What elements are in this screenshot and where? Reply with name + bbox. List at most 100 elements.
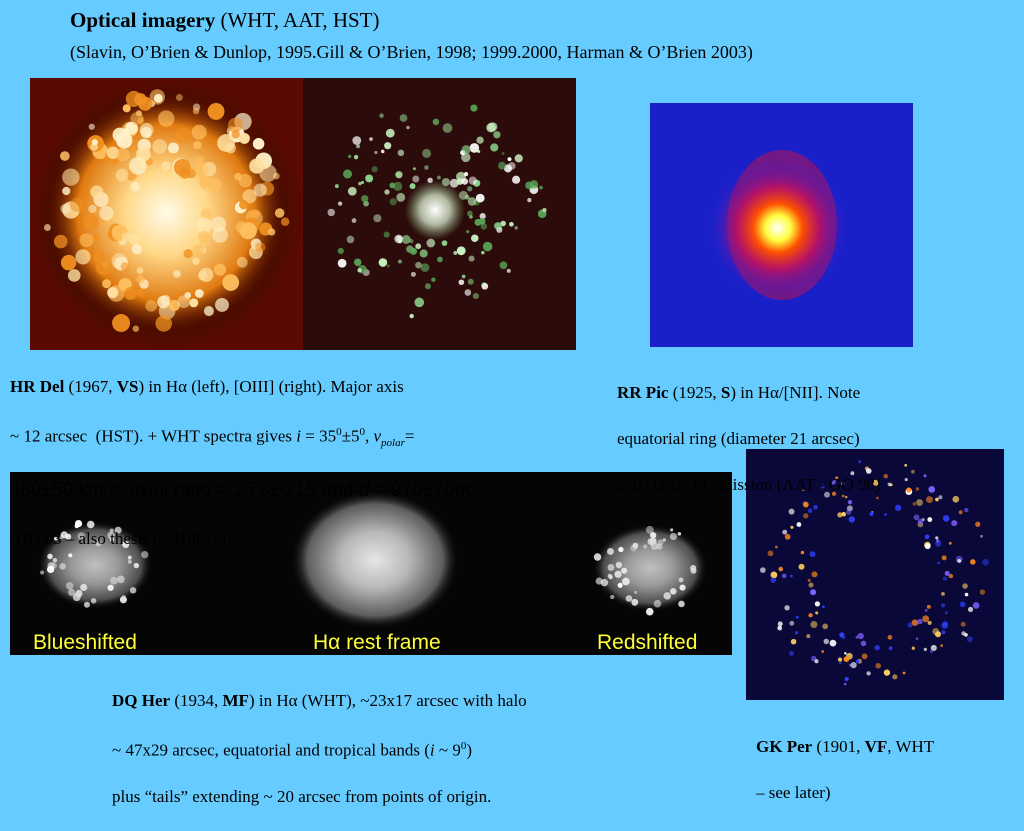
knot bbox=[848, 516, 855, 523]
knot bbox=[107, 584, 114, 591]
knot bbox=[835, 476, 839, 480]
line: 560±50 km/s, axial ratio = 1.75±0.15 and… bbox=[10, 478, 474, 504]
knot bbox=[136, 267, 144, 275]
knot bbox=[75, 589, 83, 598]
knot bbox=[192, 107, 200, 115]
knot bbox=[803, 513, 809, 519]
knot bbox=[500, 220, 506, 227]
seg: i bbox=[429, 740, 435, 760]
knot bbox=[916, 499, 923, 507]
knot bbox=[386, 264, 390, 268]
line: ~ 12 arcsec (HST). + WHT spectra gives i… bbox=[10, 421, 474, 455]
knot bbox=[238, 173, 253, 188]
knot bbox=[942, 515, 950, 522]
knot bbox=[153, 93, 163, 103]
knot bbox=[95, 260, 111, 276]
knot bbox=[846, 509, 852, 515]
knot bbox=[463, 171, 469, 177]
knot bbox=[431, 277, 436, 282]
knot bbox=[679, 584, 686, 591]
knot bbox=[657, 539, 664, 546]
knot bbox=[967, 606, 974, 613]
line: (HO 03 – also thesis by Hillwig) bbox=[10, 529, 232, 549]
knot bbox=[393, 181, 403, 191]
knot bbox=[193, 244, 204, 256]
knot bbox=[829, 639, 837, 647]
knot bbox=[90, 142, 99, 151]
knot bbox=[453, 250, 458, 255]
knot bbox=[123, 287, 137, 300]
knot bbox=[807, 508, 813, 514]
knot bbox=[499, 261, 508, 270]
knot bbox=[88, 204, 97, 214]
knot bbox=[924, 608, 928, 612]
knot bbox=[432, 118, 440, 126]
seg: (1901, bbox=[812, 737, 865, 756]
knot bbox=[396, 192, 406, 202]
knot bbox=[168, 142, 179, 154]
seg: DQ Her bbox=[112, 691, 171, 710]
knot bbox=[915, 487, 920, 491]
knot bbox=[875, 663, 882, 669]
knot bbox=[631, 598, 639, 606]
knot bbox=[174, 127, 192, 144]
knot bbox=[922, 615, 930, 623]
knot bbox=[383, 231, 390, 238]
knot bbox=[59, 563, 66, 570]
knot bbox=[669, 532, 678, 541]
knot bbox=[215, 297, 229, 312]
knot bbox=[811, 571, 818, 578]
knot bbox=[409, 247, 418, 255]
knot bbox=[122, 104, 131, 113]
knot bbox=[808, 613, 813, 618]
knot bbox=[844, 652, 847, 655]
knot bbox=[964, 507, 969, 513]
knot bbox=[927, 620, 932, 625]
rr-pic-caption: RR Pic (1925, S) in Hα/[NII]. Note equat… bbox=[617, 358, 881, 519]
knot bbox=[117, 575, 125, 584]
knot bbox=[621, 577, 630, 586]
knot bbox=[527, 197, 532, 203]
knot bbox=[678, 600, 685, 608]
knot bbox=[83, 214, 99, 230]
knot bbox=[830, 479, 836, 485]
gk-per-image bbox=[746, 449, 1004, 700]
knot bbox=[866, 671, 871, 676]
knot bbox=[841, 494, 845, 498]
knot bbox=[360, 180, 365, 185]
knot bbox=[90, 598, 97, 604]
knot bbox=[192, 257, 200, 265]
knot bbox=[77, 532, 86, 540]
knot bbox=[972, 602, 980, 609]
seg: , bbox=[364, 426, 374, 446]
knot bbox=[837, 657, 843, 662]
knot bbox=[525, 181, 534, 190]
knot bbox=[923, 647, 927, 652]
knot bbox=[486, 122, 496, 133]
knot bbox=[357, 268, 362, 273]
knot bbox=[110, 576, 118, 585]
knot bbox=[964, 592, 969, 597]
knot bbox=[116, 132, 133, 149]
knot bbox=[841, 635, 846, 639]
knot bbox=[607, 564, 615, 571]
knot bbox=[222, 274, 240, 291]
dq-her-label: Redshifted bbox=[597, 631, 698, 654]
line: equatorial ring (diameter 21 arcsec) bbox=[617, 429, 860, 448]
knot bbox=[361, 195, 369, 203]
seg: (1925, bbox=[668, 383, 721, 402]
knot bbox=[618, 546, 624, 553]
knot bbox=[135, 110, 143, 117]
knot bbox=[334, 184, 339, 189]
knot bbox=[133, 562, 140, 569]
knot bbox=[358, 181, 362, 186]
knot bbox=[938, 495, 943, 500]
knot bbox=[542, 207, 547, 213]
knot bbox=[472, 293, 479, 300]
knot bbox=[850, 471, 855, 476]
knot bbox=[53, 234, 68, 249]
knot bbox=[861, 653, 868, 660]
seg: VS bbox=[116, 377, 139, 396]
knot bbox=[467, 278, 474, 285]
knot bbox=[869, 511, 874, 516]
